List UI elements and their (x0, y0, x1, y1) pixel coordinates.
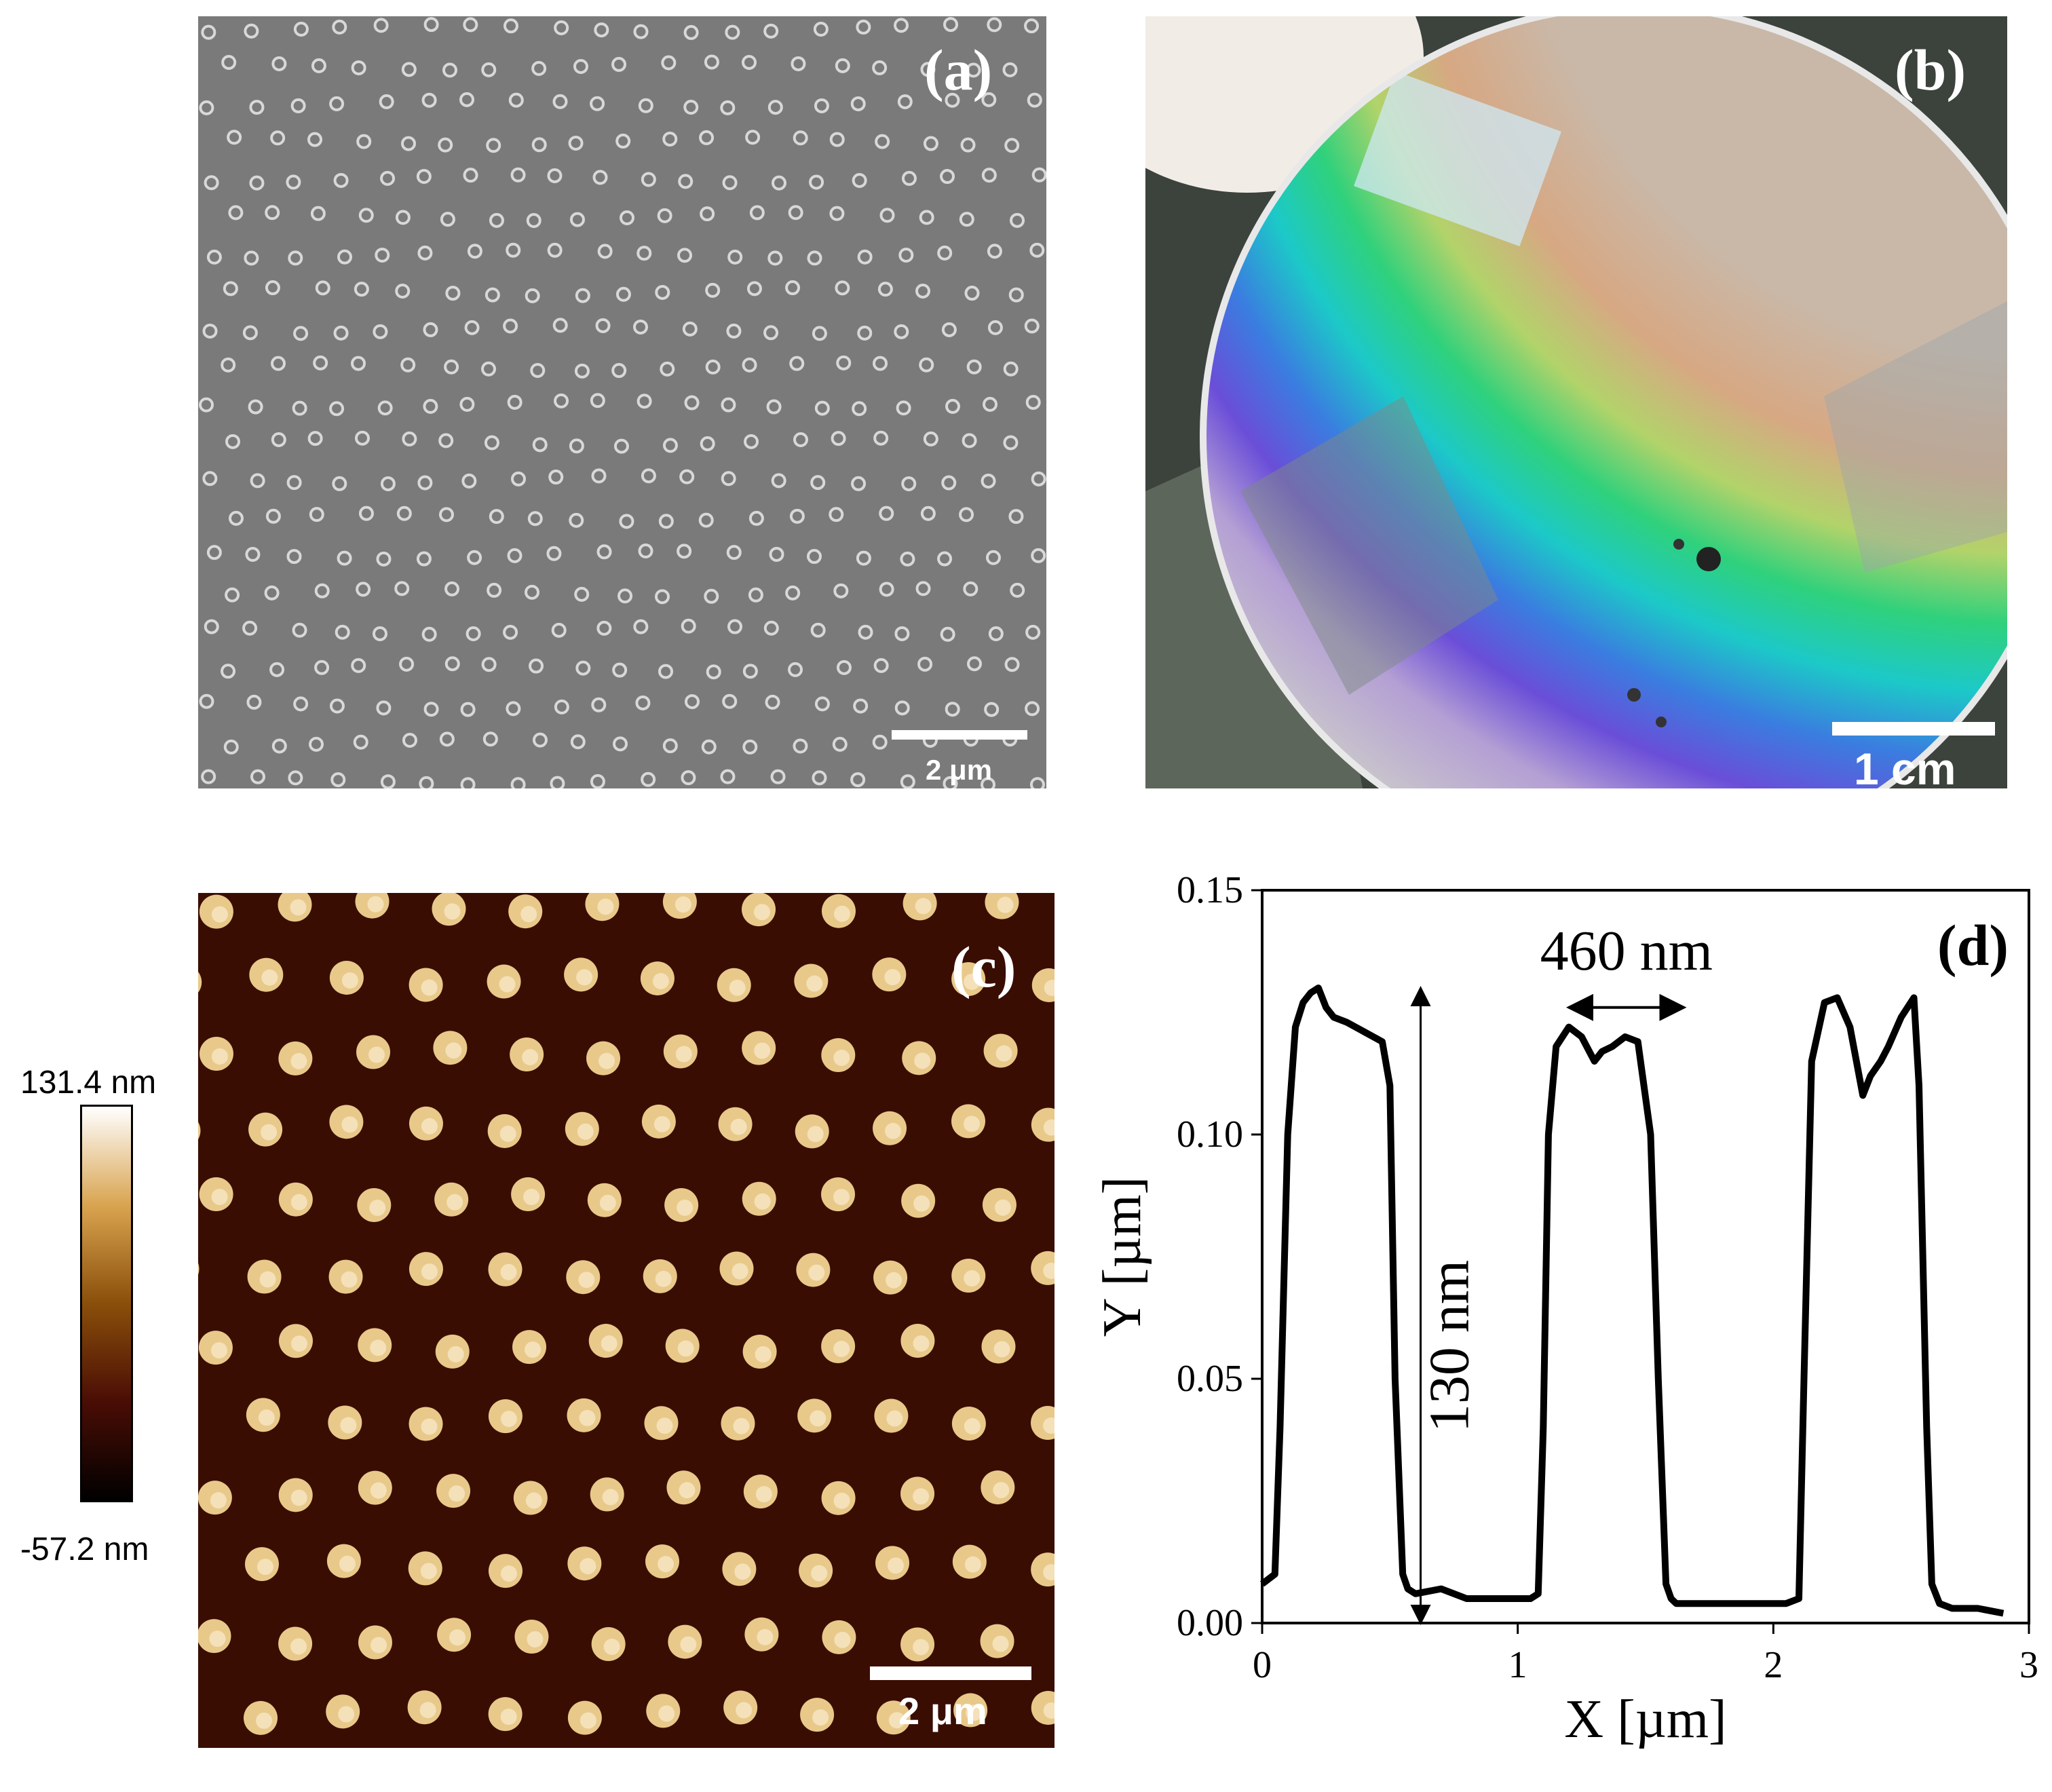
colorbar-min-label: -57.2 nm (20, 1531, 149, 1567)
height-annotation-label: 130 nm (1418, 1260, 1481, 1432)
afm-image (198, 893, 1054, 1748)
x-axis-label: X [µm] (1564, 1690, 1726, 1749)
afm-pillar-field (198, 893, 1054, 1735)
wafer-photo-panel: (b) 1 cm (1145, 16, 2007, 788)
wafer-photo (1145, 16, 2007, 788)
x-tick-label: 0 (1253, 1644, 1272, 1686)
scale-bar-a (892, 730, 1027, 740)
sem-image (198, 16, 1046, 788)
scale-bar-b (1832, 722, 1995, 736)
scale-bar-b-label: 1 cm (1854, 744, 1956, 788)
scale-bar-a-label: 2 μm (926, 754, 993, 786)
colorbar-gradient (80, 1105, 133, 1502)
scale-bar-c (870, 1666, 1031, 1680)
height-profile-chart: 0 1 2 3 0.00 0.05 0.10 0.15 X [µm] Y [µm] 460 nm 13… (1092, 869, 2038, 1749)
y-tick-label: 0.00 (1177, 1602, 1243, 1644)
sem-pillar-field (199, 17, 1046, 788)
width-annotation-label: 460 nm (1540, 919, 1713, 983)
panel-c-label: (c) (951, 934, 1016, 999)
x-tick-label: 2 (1764, 1644, 1783, 1686)
panel-b-label: (b) (1895, 37, 1966, 102)
height-profile-plot: 0 1 2 3 0.00 0.05 0.10 0.15 X [µm] Y [µm] 460 nm 13… (1059, 855, 2052, 1789)
y-tick-label: 0.05 (1177, 1358, 1243, 1400)
plot-frame (1261, 889, 2030, 1624)
sem-image-panel: (a) 2 μm (198, 16, 1046, 788)
panel-a-label: (a) (924, 37, 993, 102)
panel-d-label: (d) (1937, 913, 2009, 978)
afm-image-panel: (c) 2 μm (198, 893, 1054, 1748)
y-tick-label: 0.10 (1177, 1113, 1243, 1156)
scale-bar-c-label: 2 μm (898, 1690, 987, 1732)
x-tick-label: 1 (1508, 1644, 1527, 1686)
height-colorbar: 131.4 nm -57.2 nm (0, 1059, 197, 1574)
colorbar-max-label: 131.4 nm (20, 1065, 157, 1101)
y-tick-label: 0.15 (1177, 869, 1243, 911)
y-axis-label: Y [µm] (1092, 1177, 1152, 1337)
x-tick-label: 3 (2019, 1644, 2038, 1686)
profile-series-line (1259, 985, 2004, 1617)
